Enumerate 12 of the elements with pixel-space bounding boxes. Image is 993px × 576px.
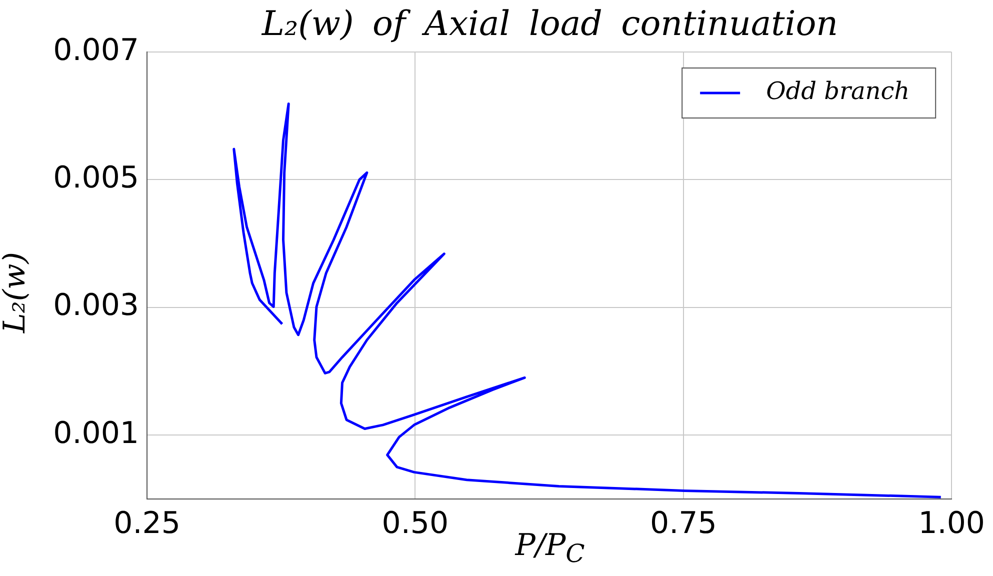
- x-tick-label: 0.25: [114, 506, 180, 541]
- y-tick-label: 0.005: [53, 160, 139, 196]
- y-tick-label: 0.001: [53, 416, 139, 451]
- y-tick-label: 0.003: [53, 288, 139, 324]
- y-tick-label: 0.007: [53, 32, 139, 68]
- y-axis-title: L₂(w): [0, 250, 32, 336]
- x-tick-label: 0.75: [650, 506, 717, 541]
- x-tick-label: 0.50: [382, 506, 449, 541]
- legend-label: Odd branch: [766, 77, 910, 106]
- x-axis-title: P/P$_{C}$: [515, 528, 585, 568]
- chart-title: L₂(w) of Axial load continuation: [260, 4, 840, 44]
- x-tick-label: 1.00: [918, 506, 985, 541]
